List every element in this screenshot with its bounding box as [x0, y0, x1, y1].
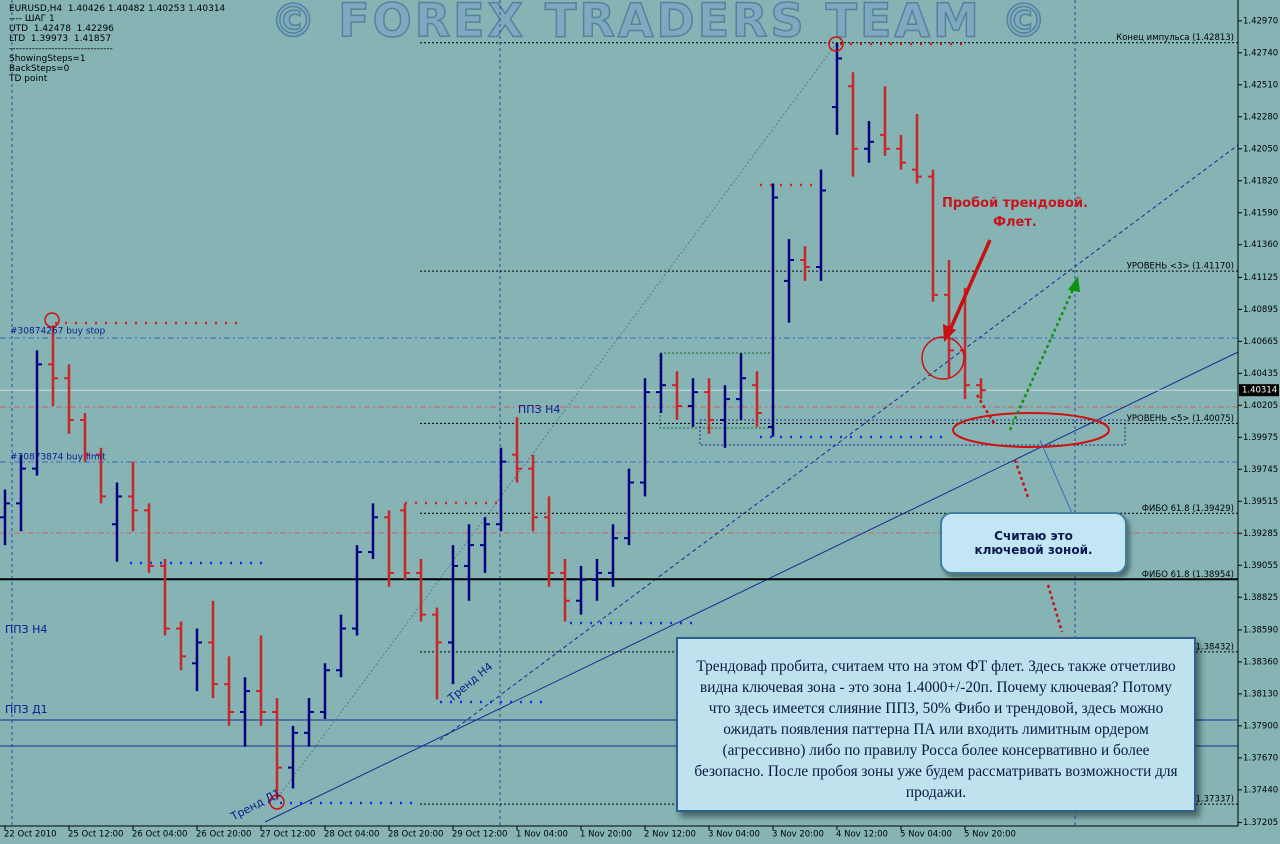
break-circle: [921, 336, 965, 380]
header-line: TD point: [9, 74, 48, 84]
level-label: ФИБО 61.8 (1.38954): [1142, 570, 1234, 580]
y-tick-label: 1.41360: [1243, 240, 1278, 250]
y-tick-label: 1.41125: [1243, 273, 1278, 283]
level-label: (1.37337): [1192, 795, 1234, 805]
trend-line: [264, 351, 1239, 823]
y-tick-label: 1.41820: [1243, 176, 1278, 186]
x-tick-label: 25 Oct 12:00: [68, 830, 123, 840]
x-tick-label: 4 Nov 12:00: [836, 830, 888, 840]
zone-box: [659, 352, 774, 429]
x-tick-label: 28 Oct 20:00: [388, 830, 443, 840]
zone-box: [699, 419, 1126, 446]
y-tick-label: 1.39055: [1243, 561, 1278, 571]
x-tick-label: 5 Nov 04:00: [900, 830, 952, 840]
x-tick-label: 27 Oct 12:00: [260, 830, 315, 840]
header-line: UTD 1.42478 1.42296: [9, 24, 114, 34]
header-line: ---- ШАГ 1: [9, 14, 55, 24]
header-line: EURUSD,H4 1.40426 1.40482 1.40253 1.4031…: [9, 4, 226, 14]
x-tick-label: 1 Nov 20:00: [580, 830, 632, 840]
last-price-label: 1.40314: [1242, 386, 1277, 396]
fibo-line: [275, 43, 837, 801]
key-zone-ellipse: [952, 412, 1110, 448]
order-label: #30874267 buy stop: [10, 327, 106, 337]
y-tick-label: 1.42510: [1243, 80, 1278, 90]
y-tick-label: 1.40665: [1243, 337, 1278, 347]
y-tick-label: 1.39745: [1243, 465, 1278, 475]
point-circle: [44, 312, 60, 328]
level-label: (1.38432): [1192, 642, 1234, 652]
level-label: Конец импульса (1.42813): [1116, 33, 1234, 43]
x-tick-label: 29 Oct 12:00: [452, 830, 507, 840]
y-tick-label: 1.42050: [1243, 144, 1278, 154]
price-axis-bg: [1238, 0, 1280, 844]
x-tick-label: 1 Nov 04:00: [516, 830, 568, 840]
y-tick-label: 1.42970: [1243, 16, 1278, 26]
y-tick-label: 1.39285: [1243, 529, 1278, 539]
y-tick-label: 1.39975: [1243, 433, 1278, 443]
trend-line: [439, 144, 1239, 741]
watermark: © FOREX TRADERS TEAM ©: [270, 0, 1050, 48]
point-circle: [828, 36, 844, 52]
header-line: --------------------------------: [9, 44, 113, 54]
arrow: [1013, 459, 1030, 498]
y-tick-label: 1.37205: [1243, 818, 1278, 828]
level-label: ФИБО 61.8 (1.39429): [1142, 504, 1234, 514]
header-line: BackSteps=0: [9, 64, 70, 74]
arrow: [948, 239, 992, 331]
y-tick-label: 1.40895: [1243, 305, 1278, 315]
x-tick-label: 5 Nov 20:00: [964, 830, 1016, 840]
arrow: [1008, 284, 1077, 431]
y-tick-label: 1.38825: [1243, 593, 1278, 603]
y-tick-label: 1.42280: [1243, 112, 1278, 122]
key-zone-callout: Считаю это ключевой зоной.: [940, 512, 1127, 574]
x-tick-label: 3 Nov 04:00: [708, 830, 760, 840]
y-tick-label: 1.37900: [1243, 721, 1278, 731]
arrow: [1046, 584, 1064, 633]
zone-label: ППЗ Н4: [5, 623, 47, 636]
callout-pointer: [1039, 439, 1076, 521]
x-tick-label: 28 Oct 04:00: [324, 830, 379, 840]
y-tick-label: 1.39515: [1243, 497, 1278, 507]
y-tick-label: 1.41590: [1243, 208, 1278, 218]
order-label: #30873874 buy limit: [10, 453, 106, 463]
header-line: ShowingSteps=1: [9, 54, 86, 64]
x-tick-label: 22 Oct 2010: [4, 830, 57, 840]
arrow-head: [1068, 276, 1080, 292]
x-tick-label: 3 Nov 20:00: [772, 830, 824, 840]
breakout-note: Пробой трендовой. Флет.: [941, 196, 1089, 230]
zone-label: ППЗ Н4: [518, 403, 560, 416]
y-tick-label: 1.38590: [1243, 625, 1278, 635]
x-tick-label: 26 Oct 20:00: [196, 830, 251, 840]
trend-label: Тренд Д1: [228, 786, 283, 823]
level-label: УРОВЕНЬ <3> (1.41170): [1127, 262, 1234, 272]
x-tick-label: 2 Nov 12:00: [644, 830, 696, 840]
y-tick-label: 1.42740: [1243, 48, 1278, 58]
y-tick-label: 1.40205: [1243, 401, 1278, 411]
level-label: УРОВЕНЬ <5> (1.40075): [1127, 414, 1234, 424]
arrow-head: [943, 324, 956, 342]
indicator-header: EURUSD,H4 1.40426 1.40482 1.40253 1.4031…: [9, 4, 225, 84]
y-tick-label: 1.40435: [1243, 369, 1278, 379]
time-axis-bg: [0, 826, 1280, 844]
comment-box: Трендоваф пробита, считаем что на этом Ф…: [676, 637, 1196, 812]
point-circle: [269, 794, 285, 810]
y-tick-label: 1.37440: [1243, 785, 1278, 795]
x-tick-label: 26 Oct 04:00: [132, 830, 187, 840]
y-tick-label: 1.38130: [1243, 689, 1278, 699]
y-tick-label: 1.38360: [1243, 657, 1278, 667]
last-price-tag: [1239, 384, 1279, 397]
zone-label: ППЗ Д1: [5, 703, 48, 716]
header-line: LTD 1.39973 1.41857: [9, 34, 112, 44]
y-tick-label: 1.37670: [1243, 753, 1278, 763]
